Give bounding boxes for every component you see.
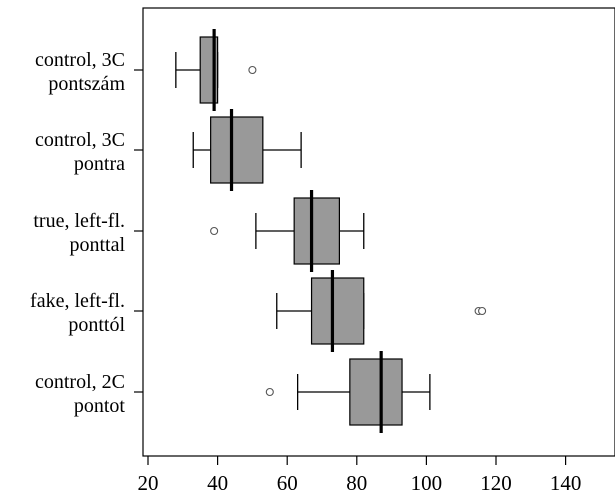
- category-label-line1: fake, left-fl.: [30, 290, 125, 312]
- iqr-box: [293, 197, 341, 265]
- category-label-line1: control, 2C: [35, 371, 125, 393]
- category-label-line1: control, 3C: [35, 129, 125, 151]
- category-label-line2: pontot: [74, 395, 126, 417]
- outlier-point: [210, 226, 219, 236]
- category-label-line1: true, left-fl.: [33, 210, 125, 232]
- box-group: [210, 190, 365, 272]
- outlier-point: [265, 387, 274, 397]
- iqr-box: [310, 277, 365, 345]
- plot-frame: [142, 7, 615, 457]
- x-tick-label: 120: [480, 471, 512, 495]
- category-label-line1: control, 3C: [35, 49, 125, 71]
- box-group: [192, 109, 302, 191]
- outlier-point: [248, 65, 257, 75]
- x-tick-label: 80: [346, 471, 367, 495]
- x-tick-label: 60: [277, 471, 298, 495]
- category-label-line2: pontszám: [48, 73, 125, 95]
- x-tick-label: 40: [207, 471, 228, 495]
- x-tick-label: 140: [550, 471, 582, 495]
- category-label-line2: ponttal: [69, 234, 125, 256]
- box-group: [265, 351, 431, 433]
- iqr-box: [349, 358, 403, 426]
- box-group: [276, 270, 487, 352]
- x-tick-label: 100: [411, 471, 443, 495]
- box-group: [175, 29, 257, 111]
- outlier-point: [478, 306, 487, 316]
- x-axis: 20 40 60 80 100 120 140: [138, 456, 582, 495]
- box-layer: [175, 29, 487, 433]
- category-label-line2: pontra: [74, 153, 125, 175]
- category-label-line2: ponttól: [68, 314, 125, 336]
- iqr-box: [210, 116, 264, 184]
- x-tick-label: 20: [138, 471, 159, 495]
